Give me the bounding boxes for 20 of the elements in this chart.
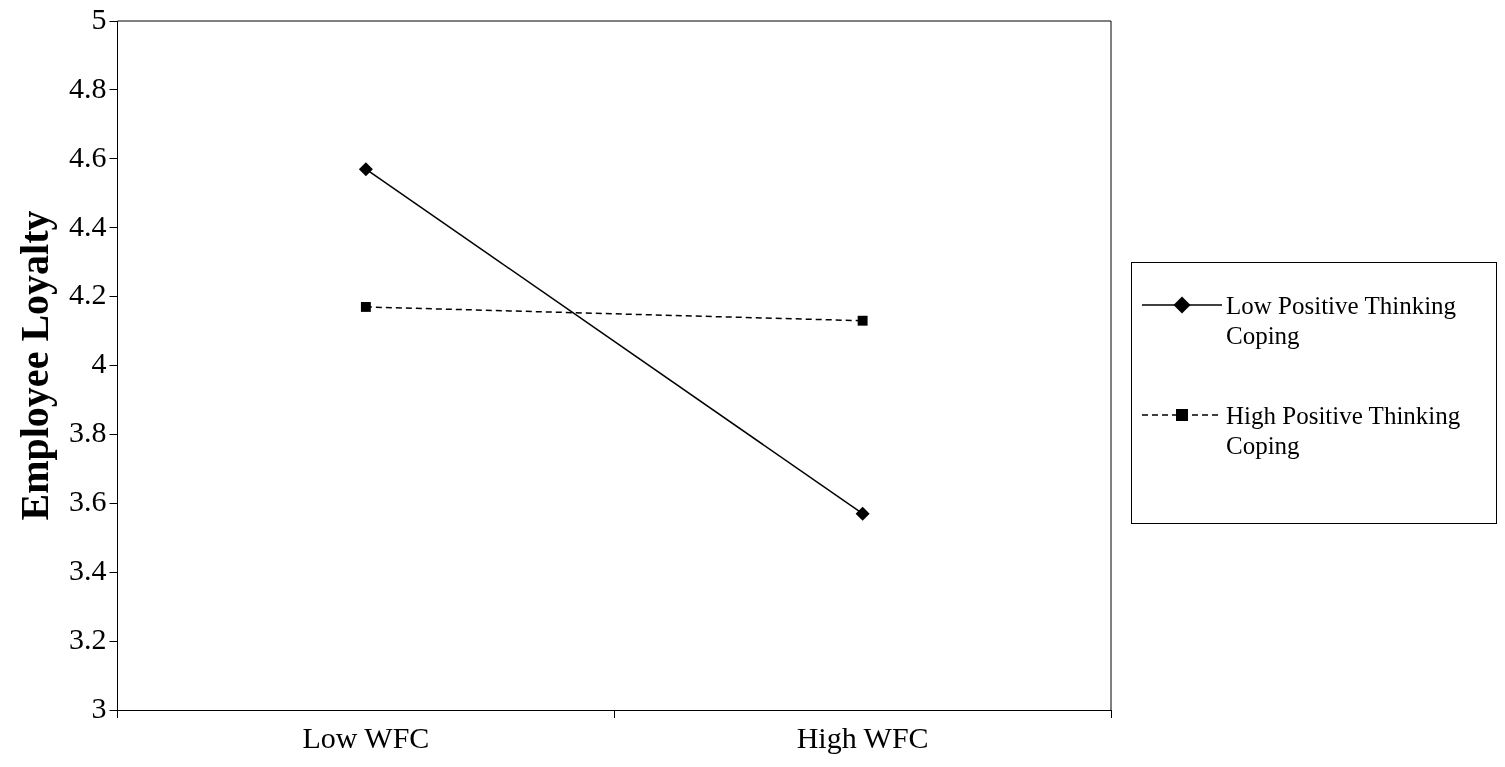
y-tick-label: 4 xyxy=(91,346,107,380)
y-tick-label: 4.6 xyxy=(69,139,107,173)
x-tick-label: High WFC xyxy=(796,720,929,754)
point xyxy=(358,162,373,177)
point xyxy=(360,301,371,312)
x-tick-label: Low WFC xyxy=(302,720,430,754)
y-tick-label: 4.2 xyxy=(69,277,107,311)
point xyxy=(857,315,868,326)
point xyxy=(855,506,870,521)
y-tick-label: 4.8 xyxy=(69,70,107,104)
y-tick-label: 5 xyxy=(91,1,107,35)
y-tick-label: 3.4 xyxy=(69,553,107,587)
y-axis-title: Employee Loyalty xyxy=(12,210,58,521)
y-tick-label: 3.8 xyxy=(69,415,107,449)
y-tick-label: 3.6 xyxy=(69,484,107,518)
y-tick-label: 4.4 xyxy=(69,208,107,242)
y-tick-label: 3.2 xyxy=(69,621,107,655)
y-tick-label: 3 xyxy=(91,690,107,724)
legend-label: Low Positive Thinking Coping xyxy=(1226,291,1458,351)
legend-label: High Positive Thinking Coping xyxy=(1226,401,1462,461)
